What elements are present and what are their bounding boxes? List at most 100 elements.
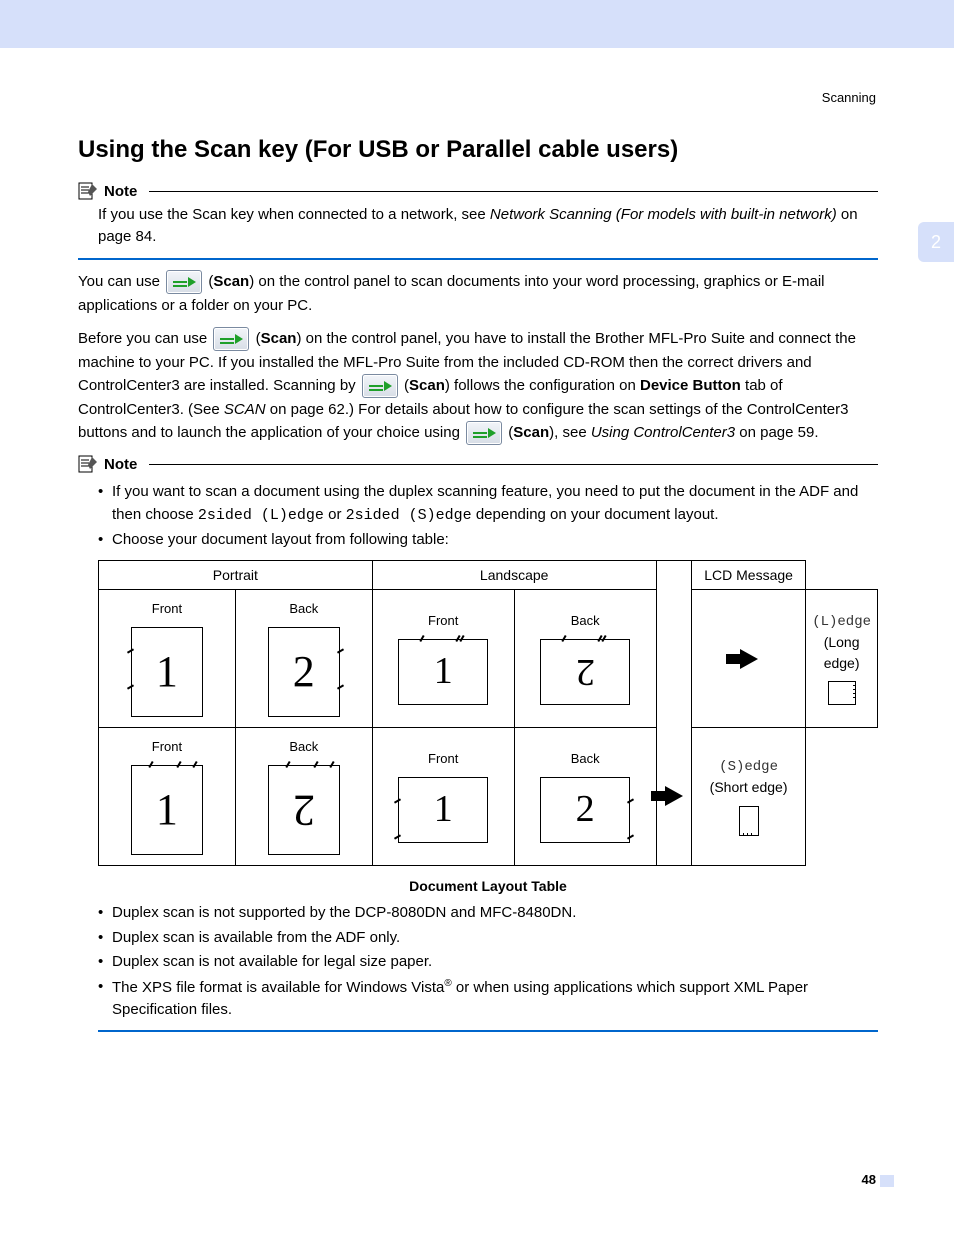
note-icon: [78, 455, 98, 473]
p2b: (: [251, 330, 260, 347]
lbl-back: Back: [240, 734, 368, 761]
page-title: Using the Scan key (For USB or Parallel …: [78, 136, 878, 164]
lbl-back: Back: [519, 608, 652, 635]
p1b: (: [204, 273, 213, 290]
note1-text-pre: If you use the Scan key when connected t…: [98, 206, 490, 223]
note2-bullets-bottom: Duplex scan is not supported by the DCP-…: [98, 902, 878, 1022]
r2-portrait-front: Front 1: [99, 728, 236, 866]
arrow-head-cell: [656, 560, 691, 727]
page: 2 Scanning Using the Scan key (For USB o…: [0, 0, 954, 1235]
note-block-1: Note If you use the Scan key when connec…: [78, 182, 878, 260]
top-bar: [0, 0, 954, 48]
col-lcd: LCD Message: [691, 560, 805, 589]
p2scan2: Scan: [409, 377, 445, 394]
paragraph-1: You can use (Scan) on the control panel …: [78, 270, 878, 317]
note2-b3: Duplex scan is not supported by the DCP-…: [98, 902, 878, 925]
page-number: 48: [862, 1172, 876, 1187]
p2j: on page 59.: [735, 424, 818, 441]
scan-icon: [166, 270, 202, 294]
scan-icon: [362, 374, 398, 398]
r1-land-back: Back 2: [514, 590, 656, 728]
chapter-tab: 2: [918, 222, 954, 262]
p2devbtn: Device Button: [640, 377, 741, 394]
doc-thumb: 2: [268, 765, 340, 855]
p2d: (: [400, 377, 409, 394]
note2-b5: Duplex scan is not available for legal s…: [98, 951, 878, 974]
table-caption: Document Layout Table: [98, 876, 878, 896]
p2h: (: [504, 424, 513, 441]
r2-land-back: Back 2: [514, 728, 656, 866]
note2-b6: The XPS file format is available for Win…: [98, 976, 878, 1022]
scan-icon: [213, 327, 249, 351]
note1-link: Network Scanning (For models with built-…: [490, 206, 837, 223]
page-number-accent: [880, 1175, 894, 1187]
note-icon: [78, 182, 98, 200]
content: Using the Scan key (For USB or Parallel …: [78, 130, 878, 1042]
n2b6sup: ®: [444, 978, 451, 989]
note-heading: Note: [78, 182, 878, 200]
r2-lcd: (S)edge (Short edge): [691, 728, 805, 866]
note-body-2: If you want to scan a document using the…: [78, 473, 878, 1041]
doc-thumb: 2: [540, 639, 630, 705]
p2cc3: Using ControlCenter3: [591, 424, 735, 441]
note2-bullets-top: If you want to scan a document using the…: [98, 481, 878, 552]
breadcrumb: Scanning: [822, 90, 876, 105]
p2a: Before you can use: [78, 330, 211, 347]
doc-thumb: 1: [398, 777, 488, 843]
lcd-code: (S)edge: [698, 757, 799, 777]
note2-b1: If you want to scan a document using the…: [98, 481, 878, 527]
col-portrait: Portrait: [99, 560, 373, 589]
p1a: You can use: [78, 273, 164, 290]
doc-thumb: 1: [131, 765, 203, 855]
p2scan3: Scan: [513, 424, 549, 441]
lbl-front: Front: [377, 608, 510, 635]
r1-portrait-front: Front 1: [99, 590, 236, 728]
col-landscape: Landscape: [372, 560, 656, 589]
note-bottom-rule: [98, 1030, 878, 1032]
lbl-front: Front: [103, 734, 231, 761]
n2b1c: depending on your document layout.: [472, 506, 719, 523]
r1-land-front: Front 1: [372, 590, 514, 728]
r1-lcd: (L)edge (Long edge): [806, 590, 878, 728]
doc-thumb: 2: [268, 627, 340, 717]
note-label: Note: [104, 183, 137, 200]
arrow-icon: [665, 786, 683, 806]
scan-icon: [466, 421, 502, 445]
note-heading-2: Note: [78, 455, 878, 473]
r2-land-front: Front 1: [372, 728, 514, 866]
p1scan: Scan: [213, 273, 249, 290]
lbl-back: Back: [240, 596, 368, 623]
p2scanref: SCAN: [224, 401, 266, 418]
arrow-icon: [740, 649, 758, 669]
p2i: ), see: [549, 424, 591, 441]
n2b1m2: 2sided (S)edge: [346, 507, 472, 524]
note-label-2: Note: [104, 456, 137, 473]
note-body-1: If you use the Scan key when connected t…: [78, 200, 878, 260]
note2-b4: Duplex scan is available from the ADF on…: [98, 927, 878, 950]
lcd-label: (Short edge): [698, 777, 799, 797]
lcd-label: (Long edge): [812, 632, 871, 673]
note-rule: [149, 191, 878, 192]
lbl-front: Front: [103, 596, 231, 623]
n2b1b: or: [324, 506, 346, 523]
r2-portrait-back: Back 2: [235, 728, 372, 866]
arrow-cell: [691, 590, 805, 728]
doc-thumb: 2: [540, 777, 630, 843]
document-layout-table: Portrait Landscape LCD Message Front 1 B…: [98, 560, 878, 866]
note-block-2: Note If you want to scan a document usin…: [78, 455, 878, 1041]
doc-thumb: 1: [131, 627, 203, 717]
p2e: ) follows the configuration on: [445, 377, 640, 394]
lbl-back: Back: [519, 746, 652, 773]
lcd-thumb-icon: [828, 681, 856, 705]
lcd-code: (L)edge: [812, 612, 871, 632]
arrow-cell-2: [656, 728, 691, 866]
paragraph-2: Before you can use (Scan) on the control…: [78, 327, 878, 446]
n2b1m1: 2sided (L)edge: [198, 507, 324, 524]
r1-portrait-back: Back 2: [235, 590, 372, 728]
note-rule-2: [149, 464, 878, 465]
doc-thumb: 1: [398, 639, 488, 705]
note2-b2: Choose your document layout from followi…: [98, 529, 878, 552]
p2scan1: Scan: [261, 330, 297, 347]
lcd-thumb-icon: [739, 806, 759, 836]
lbl-front: Front: [377, 746, 510, 773]
